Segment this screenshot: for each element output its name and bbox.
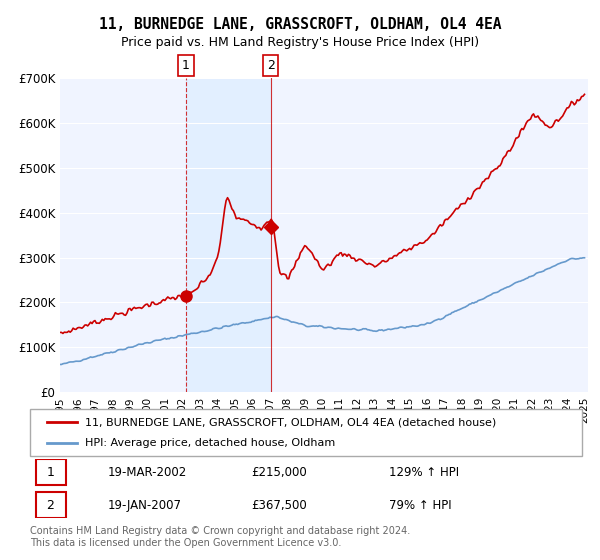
- FancyBboxPatch shape: [30, 409, 582, 456]
- Text: 11, BURNEDGE LANE, GRASSCROFT, OLDHAM, OL4 4EA: 11, BURNEDGE LANE, GRASSCROFT, OLDHAM, O…: [99, 17, 501, 32]
- Text: 19-JAN-2007: 19-JAN-2007: [107, 498, 181, 512]
- Text: HPI: Average price, detached house, Oldham: HPI: Average price, detached house, Oldh…: [85, 438, 335, 448]
- Text: 19-MAR-2002: 19-MAR-2002: [107, 465, 187, 479]
- Text: Contains HM Land Registry data © Crown copyright and database right 2024.
This d: Contains HM Land Registry data © Crown c…: [30, 526, 410, 548]
- Bar: [186, 78, 271, 392]
- Text: 2: 2: [267, 59, 275, 72]
- Text: £215,000: £215,000: [251, 465, 307, 479]
- Text: 2: 2: [46, 498, 55, 512]
- Text: 79% ↑ HPI: 79% ↑ HPI: [389, 498, 451, 512]
- Text: £367,500: £367,500: [251, 498, 307, 512]
- FancyBboxPatch shape: [35, 492, 66, 518]
- Text: Price paid vs. HM Land Registry's House Price Index (HPI): Price paid vs. HM Land Registry's House …: [121, 36, 479, 49]
- Text: 1: 1: [182, 59, 190, 72]
- Text: 129% ↑ HPI: 129% ↑ HPI: [389, 465, 459, 479]
- Text: 11, BURNEDGE LANE, GRASSCROFT, OLDHAM, OL4 4EA (detached house): 11, BURNEDGE LANE, GRASSCROFT, OLDHAM, O…: [85, 417, 496, 427]
- FancyBboxPatch shape: [35, 459, 66, 485]
- Text: 1: 1: [46, 465, 55, 479]
